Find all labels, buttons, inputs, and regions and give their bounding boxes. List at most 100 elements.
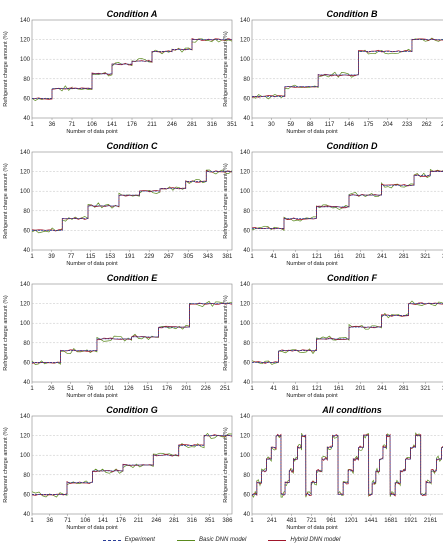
x-tick-label: 201: [355, 254, 366, 260]
series-experiment: [252, 171, 443, 229]
y-tick-label: 60: [23, 360, 30, 366]
x-tick-label: 126: [124, 386, 135, 392]
chart-panel-3: Condition C 40 60 80 100 120 140 1 39 77 115 153 191…: [3, 141, 233, 267]
y-tick-label: 100: [240, 321, 251, 327]
series-experiment: [32, 435, 232, 495]
y-tick-label: 140: [20, 282, 31, 288]
chart-title: Condition E: [107, 273, 158, 283]
y-axis-label: Refrigerant charge amount (%): [3, 427, 9, 503]
x-tick-label: 281: [399, 254, 410, 260]
y-tick-label: 60: [243, 96, 250, 102]
y-tick-label: 140: [20, 18, 31, 24]
x-tick-label: 151: [143, 386, 154, 392]
y-tick-label: 40: [23, 116, 30, 122]
chart-panel-4: Condition D 40 60 80 100 120 140 1 41 81 121 161 201…: [223, 141, 443, 267]
x-tick-label: 71: [64, 518, 71, 524]
x-tick-label: 251: [220, 386, 231, 392]
chart-title: Condition A: [107, 9, 158, 19]
x-tick-label: 1: [250, 122, 254, 128]
x-tick-label: 1: [30, 122, 34, 128]
x-tick-label: 41: [270, 254, 277, 260]
y-axis-label: Refrigerant charge amount (%): [3, 31, 9, 107]
x-tick-label: 351: [227, 122, 238, 128]
x-tick-label: 77: [68, 254, 75, 260]
y-tick-label: 40: [23, 380, 30, 386]
x-tick-label: 88: [307, 122, 314, 128]
x-tick-label: 2161: [424, 518, 438, 524]
series-basic-dnn: [31, 169, 233, 234]
y-tick-label: 100: [20, 57, 31, 63]
x-tick-label: 481: [287, 518, 298, 524]
x-tick-label: 316: [207, 122, 218, 128]
x-tick-label: 1: [250, 386, 254, 392]
chart-title: Condition G: [106, 405, 158, 415]
x-tick-label: 191: [125, 254, 136, 260]
x-tick-label: 241: [377, 386, 388, 392]
x-tick-label: 1: [250, 254, 254, 260]
x-tick-label: 291: [441, 122, 443, 128]
x-tick-label: 961: [326, 518, 337, 524]
x-tick-label: 115: [86, 254, 96, 260]
y-tick-label: 60: [243, 492, 250, 498]
x-tick-label: 201: [181, 386, 192, 392]
x-tick-label: 26: [48, 386, 55, 392]
plot-area: [251, 283, 443, 383]
x-tick-label: 36: [49, 122, 56, 128]
x-tick-label: 161: [334, 254, 345, 260]
y-tick-label: 40: [243, 116, 250, 122]
x-tick-label: 101: [104, 386, 115, 392]
legend-label-hybrid: Hybrid DNN model: [290, 537, 341, 543]
x-tick-label: 176: [162, 386, 173, 392]
y-tick-label: 140: [20, 150, 31, 156]
x-tick-label: 175: [363, 122, 374, 128]
x-tick-label: 386: [222, 518, 233, 524]
x-tick-label: 321: [420, 386, 431, 392]
x-tick-label: 246: [167, 122, 178, 128]
x-axis-label: Number of data point: [66, 393, 118, 399]
x-axis-label: Number of data point: [286, 129, 338, 135]
x-tick-label: 721: [307, 518, 318, 524]
x-tick-label: 141: [107, 122, 118, 128]
plot-area: [31, 19, 233, 119]
x-tick-label: 81: [292, 386, 299, 392]
y-tick-label: 80: [23, 473, 30, 479]
x-tick-label: 381: [222, 254, 233, 260]
x-tick-label: 321: [420, 254, 431, 260]
legend-label-experiment: Experiment: [124, 537, 155, 543]
plot-area: [31, 283, 233, 383]
y-tick-label: 80: [23, 209, 30, 215]
x-axis-label: Number of data point: [66, 525, 118, 530]
y-tick-label: 80: [23, 341, 30, 347]
y-tick-label: 120: [240, 434, 251, 440]
x-tick-label: 229: [144, 254, 155, 260]
x-tick-label: 1: [250, 518, 254, 524]
y-axis-label: Refrigerant charge amount (%): [223, 31, 229, 107]
y-tick-label: 140: [240, 18, 251, 24]
y-tick-label: 60: [243, 360, 250, 366]
y-tick-label: 100: [240, 189, 251, 195]
chart-grid: Condition A 40 60 80 100 120 140 1 36 71 106 141 176…: [3, 9, 443, 530]
x-axis-label: Number of data point: [66, 129, 118, 135]
chart-panel-6: Condition F 40 60 80 100 120 140 1 41 81 121 161 201…: [223, 273, 443, 399]
x-tick-label: 106: [80, 518, 91, 524]
y-tick-label: 80: [243, 77, 250, 83]
plot-area: [31, 151, 233, 251]
chart-title: All conditions: [321, 405, 382, 415]
legend-item-hybrid: Hybrid DNN model: [268, 537, 340, 543]
legend-swatch-hybrid: [268, 539, 287, 541]
series-experiment: [32, 171, 232, 231]
x-tick-label: 305: [183, 254, 194, 260]
x-tick-label: 281: [169, 518, 180, 524]
y-tick-label: 120: [20, 170, 31, 176]
y-axis-label: Refrigerant charge amount (%): [3, 163, 9, 239]
y-axis-label: Refrigerant charge amount (%): [223, 295, 229, 371]
y-tick-label: 140: [240, 150, 251, 156]
x-tick-label: 106: [87, 122, 98, 128]
plot-area: [251, 19, 443, 119]
legend: Experiment Basic DNN model Hybrid DNN mo…: [0, 532, 443, 548]
series-experiment: [32, 303, 232, 363]
x-axis-label: Number of data point: [286, 525, 338, 530]
x-tick-label: 141: [98, 518, 109, 524]
